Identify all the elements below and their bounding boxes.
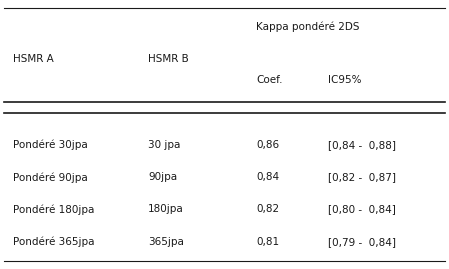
Text: [0,80 -  0,84]: [0,80 - 0,84] (328, 204, 396, 214)
Text: IC95%: IC95% (328, 75, 361, 85)
Text: HSMR B: HSMR B (148, 54, 189, 64)
Text: 0,84: 0,84 (256, 172, 279, 182)
Text: 0,81: 0,81 (256, 237, 279, 247)
Text: [0,79 -  0,84]: [0,79 - 0,84] (328, 237, 396, 247)
Text: 90jpa: 90jpa (148, 172, 177, 182)
Text: 30 jpa: 30 jpa (148, 140, 180, 150)
Text: Pondéré 365jpa: Pondéré 365jpa (13, 237, 95, 247)
Text: Pondéré 180jpa: Pondéré 180jpa (13, 204, 95, 215)
Text: 365jpa: 365jpa (148, 237, 184, 247)
Text: 0,82: 0,82 (256, 204, 279, 214)
Text: [0,84 -  0,88]: [0,84 - 0,88] (328, 140, 396, 150)
Text: Kappa pondéré 2DS: Kappa pondéré 2DS (256, 22, 360, 32)
Text: Coef.: Coef. (256, 75, 282, 85)
Text: Pondéré 90jpa: Pondéré 90jpa (13, 172, 88, 183)
Text: Pondéré 30jpa: Pondéré 30jpa (13, 140, 88, 150)
Text: 180jpa: 180jpa (148, 204, 184, 214)
Text: HSMR A: HSMR A (13, 54, 54, 64)
Text: [0,82 -  0,87]: [0,82 - 0,87] (328, 172, 396, 182)
Text: 0,86: 0,86 (256, 140, 279, 150)
